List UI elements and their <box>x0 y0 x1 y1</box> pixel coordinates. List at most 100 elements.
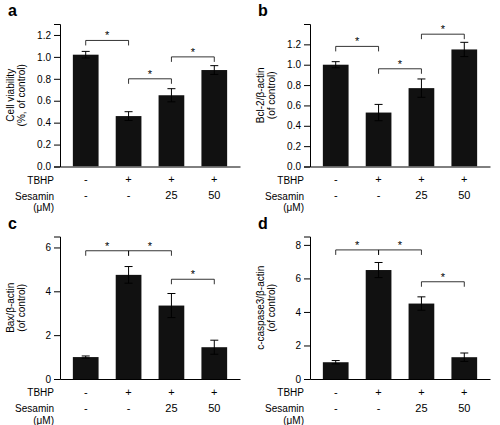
error-bar-stem <box>421 297 422 310</box>
y-tick-mark <box>54 247 60 248</box>
y-axis-label-line: (of control) <box>266 284 277 332</box>
y-tick-label: 1.0 <box>287 59 301 70</box>
y-tick-mark <box>304 65 310 66</box>
error-bar-stem <box>464 42 465 56</box>
x-category-label: - <box>334 386 338 398</box>
figure: 0.00.20.40.60.81.01.2***aCell viability(… <box>0 0 500 425</box>
x-category-label: 50 <box>208 189 220 201</box>
y-tick: 0.2 <box>37 139 60 150</box>
x-row-label: Sesamin(μM) <box>15 190 54 213</box>
error-bar-cap <box>167 88 175 89</box>
bar <box>73 55 99 167</box>
error-bar <box>82 356 90 358</box>
y-tick-mark <box>54 57 60 58</box>
error-bar <box>417 297 425 310</box>
error-bar-cap <box>460 361 468 362</box>
y-axis-label-line: (%, of control) <box>16 64 27 126</box>
x-axis-line <box>61 167 241 168</box>
x-axis <box>61 167 241 168</box>
error-bar-cap <box>375 120 383 121</box>
error-bar-cap <box>375 104 383 105</box>
x-row-label-line: (μM) <box>283 414 304 425</box>
error-bar <box>460 353 468 361</box>
y-tick-label: 0 <box>45 374 51 385</box>
y-axis: 02468 <box>295 237 310 385</box>
error-bar-stem <box>128 112 129 121</box>
x-category-label: + <box>125 173 131 185</box>
x-category-label: + <box>418 173 424 185</box>
y-tick-label: 0.8 <box>287 80 301 91</box>
x-category-label: 25 <box>415 402 427 414</box>
error-bar-cap <box>417 97 425 98</box>
y-tick-label: 0.6 <box>287 100 301 111</box>
significance-label: * <box>441 23 446 35</box>
y-tick: 8 <box>295 240 310 251</box>
bar <box>323 362 349 379</box>
error-bar <box>82 51 90 58</box>
x-row-label-line: Sesamin <box>15 190 54 201</box>
error-bar <box>167 89 175 102</box>
error-bar-cap <box>332 360 340 361</box>
error-bar-cap <box>210 65 218 66</box>
error-bar-cap <box>460 56 468 57</box>
x-row-label: TBHP <box>27 174 54 185</box>
y-tick: 2 <box>295 340 310 351</box>
significance-label: * <box>191 268 196 280</box>
x-row-label: TBHP <box>277 387 304 398</box>
x-category-label: - <box>377 189 381 201</box>
error-bar-cap <box>82 57 90 58</box>
y-tick-mark <box>304 167 310 168</box>
x-category-label: + <box>168 386 174 398</box>
plot-area <box>323 262 477 379</box>
error-bar-stem <box>171 89 172 102</box>
significance-label: * <box>148 68 153 80</box>
significance-label: * <box>355 239 360 251</box>
y-tick-label: 4 <box>295 307 301 318</box>
y-tick: 1.0 <box>287 59 310 70</box>
error-bar-cap <box>210 340 218 341</box>
bar <box>409 88 435 166</box>
y-tick-mark <box>54 335 60 336</box>
error-bar-cap <box>460 42 468 43</box>
x-category-label: + <box>168 173 174 185</box>
error-bar-cap <box>82 358 90 359</box>
y-axis-line <box>304 25 311 168</box>
y-tick-label: 0.4 <box>37 117 51 128</box>
y-tick: 0.8 <box>37 74 60 85</box>
significance-label: * <box>398 239 403 251</box>
y-tick: 4 <box>45 286 60 297</box>
error-bar-cap <box>125 266 133 267</box>
y-axis-label: Cell viability(%, of control) <box>5 64 27 126</box>
y-tick: 1.2 <box>37 30 60 41</box>
error-bar-stem <box>214 340 215 354</box>
y-tick: 0.0 <box>287 161 310 172</box>
x-category-label: - <box>334 402 338 414</box>
y-axis-label: c-caspase3/β-actin(of control) <box>255 266 277 350</box>
x-category-label: + <box>125 386 131 398</box>
y-axis-line <box>54 25 61 168</box>
error-bar <box>167 294 175 318</box>
y-tick-label: 0.6 <box>37 95 51 106</box>
y-axis-label-line: Bcl-2/β-actin <box>255 67 266 123</box>
significance-label: * <box>148 240 153 252</box>
error-bar-cap <box>460 353 468 354</box>
y-tick-mark <box>304 379 310 380</box>
panel: 02468***dc-caspase3/β-actin(of control)T… <box>255 215 491 425</box>
y-tick: 2 <box>45 330 60 341</box>
y-tick-mark <box>54 291 60 292</box>
y-tick: 0 <box>295 374 310 385</box>
x-axis-line <box>311 167 491 168</box>
x-category-label: + <box>461 386 467 398</box>
error-bar-stem <box>128 267 129 284</box>
x-row-label-line: Sesamin <box>265 403 304 414</box>
error-bar-cap <box>210 354 218 355</box>
significance-label: * <box>191 46 196 58</box>
x-category-label: + <box>211 173 217 185</box>
bar <box>116 275 142 379</box>
y-axis-label-line: Bax/β-actin <box>5 283 16 333</box>
x-row-label-line: Sesamin <box>265 190 304 201</box>
x-row-label-line: (μM) <box>33 202 54 213</box>
error-bar-stem <box>171 294 172 318</box>
x-category-label: + <box>418 386 424 398</box>
error-bar-cap <box>375 277 383 278</box>
